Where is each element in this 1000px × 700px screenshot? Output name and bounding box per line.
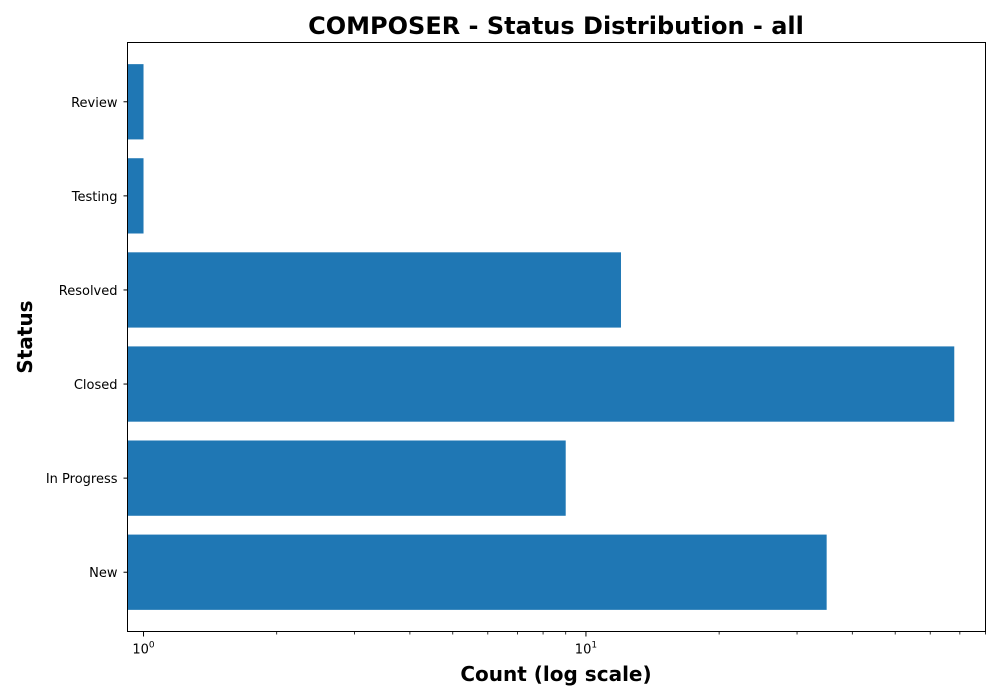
y-axis-label: Status (13, 300, 37, 373)
bar-review (127, 64, 144, 140)
y-tick-label: Closed (74, 378, 118, 393)
bar-new (127, 534, 827, 610)
bar-closed (127, 346, 955, 422)
x-axis-label: Count (log scale) (460, 662, 651, 686)
bars-layer (127, 64, 955, 610)
bar-in-progress (127, 440, 566, 516)
y-ticks-layer: Review Testing Resolved Closed In Progress Ne… (46, 96, 128, 581)
bar-resolved (127, 252, 621, 328)
y-tick-label: Review (71, 96, 118, 111)
y-tick-label: Resolved (59, 284, 118, 299)
x-tick-label: 100 (132, 641, 155, 658)
chart-title: COMPOSER - Status Distribution - all (308, 12, 804, 40)
y-tick-label: New (89, 566, 118, 581)
y-tick-label: Testing (71, 190, 118, 205)
bar-testing (127, 158, 144, 234)
y-tick-label: In Progress (46, 472, 118, 487)
x-ticks-layer: 100 101 (132, 631, 986, 658)
x-tick-label: 101 (575, 641, 597, 658)
plot-frame (127, 42, 986, 632)
